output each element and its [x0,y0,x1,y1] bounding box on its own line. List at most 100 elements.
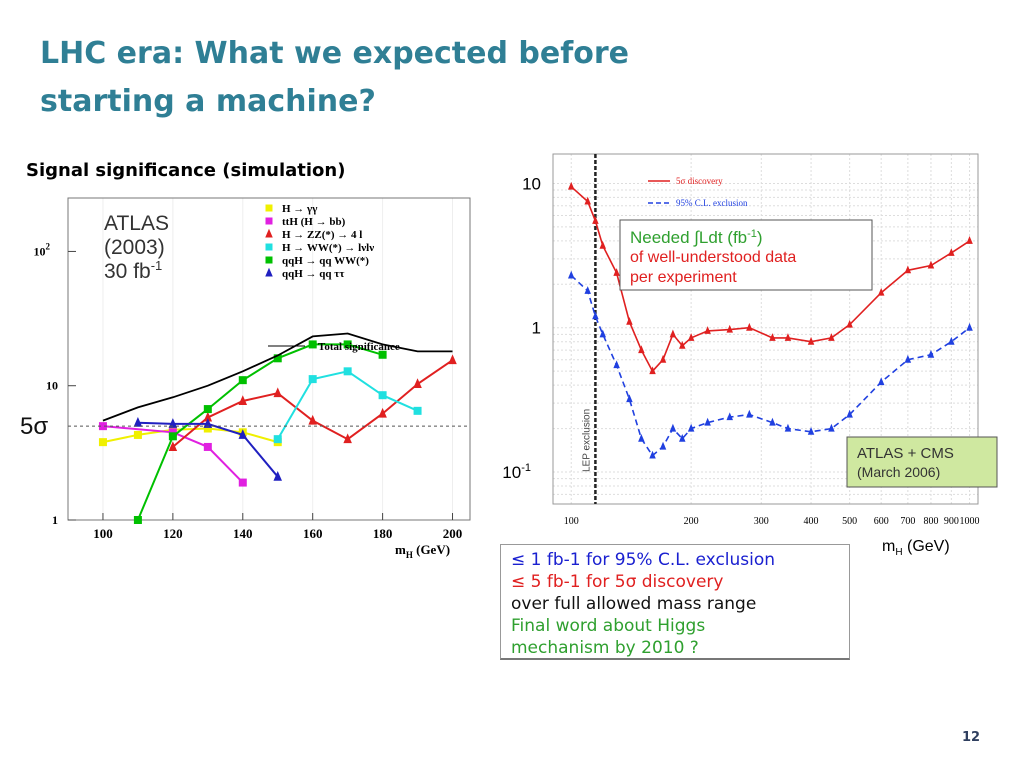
annotation-atlas: ATLAS [104,212,169,235]
right-series-0-point-11 [687,333,695,341]
left-series-4-point-6 [343,340,352,349]
left-chart-xlabel: mH (GeV) [395,542,450,560]
left-series-line-3 [276,370,419,440]
annotation-lumi: 30 fb-1 [104,258,162,283]
left-series-5-point-4 [273,470,283,481]
left-series-4-point-5 [308,340,317,349]
left-series-2-point-7 [413,378,422,388]
right-series-1-point-21 [904,354,912,363]
left-series-1-point-2 [203,442,212,451]
threshold-label: 5σ [20,413,48,440]
right-series-0-point-23 [948,248,955,256]
discovery-luminosity-chart: LEP exclusion 100 200 300 400 500 600 700 800 90… [502,153,998,558]
right-series-1-point-16 [784,423,792,432]
left-series-3-point-3 [378,391,387,400]
summary-line2: ≤ 5 fb-1 for 5σ discovery [511,572,724,592]
right-series-1-point-10 [679,433,686,442]
left-xtick-label-140: 140 [233,526,253,541]
needed-box-line3: per experiment [630,269,737,286]
right-series-0-point-12 [704,326,711,334]
left-series-2-point-8 [448,354,457,365]
right-ytick-label-0: 10 [522,174,541,193]
left-xtick-label-180: 180 [373,526,393,541]
experiment-box-line1: ATLAS + CMS [857,445,954,462]
left-legend-swatch-1 [265,217,273,225]
right-series-0-point-5 [626,316,633,325]
right-series-0-point-10 [679,340,686,349]
needed-box-line1-end: ) [757,228,763,247]
right-series-0-point-7 [649,366,656,375]
needed-box-line1-text: Needed ∫Ldt (fb [630,228,747,247]
right-series-1-point-5 [626,394,633,403]
right-series-0-point-22 [927,260,935,269]
needed-luminosity-box: Needed ∫Ldt (fb-1) of well-understood da… [619,219,873,291]
right-series-1-point-6 [638,433,645,442]
left-xtick-label-120: 120 [163,526,183,541]
left-ytick-label-0: 1 [52,513,58,527]
summary-line5: mechanism by 2010 ? [511,638,699,658]
slide-title: LHC era: What we expected before startin… [40,30,740,126]
right-series-0-point-0 [567,181,575,190]
left-xtick-label-100: 100 [93,526,113,541]
left-series-2-point-0 [168,441,178,451]
right-chart-series [567,181,973,459]
left-series-0-point-0 [98,438,107,447]
left-ytick-label-sup-2: 2 [46,241,51,251]
left-legend-swatch-5 [265,267,273,277]
left-series-4-point-0 [133,516,142,524]
right-xlabel-unit: (GeV) [903,538,950,555]
right-series-1-point-11 [687,423,695,432]
right-series-0-point-19 [846,319,853,328]
right-chart-frame [552,153,979,505]
left-ytick-label-1: 10 [46,379,58,393]
right-series-0-point-8 [659,354,667,363]
left-legend-swatch-2 [265,228,273,238]
right-series-0-point-21 [904,265,912,274]
left-ytick-label-2: 102 [34,241,51,258]
right-series-1-point-13 [726,412,733,421]
right-series-1-point-23 [948,336,955,345]
left-ytick-label-base-2: 10 [34,244,46,258]
left-chart-frame [67,197,471,521]
right-series-1-point-9 [669,423,677,432]
right-xtick-label-900: 900 [944,516,959,527]
right-series-1-point-7 [649,450,656,459]
right-series-1-point-8 [659,441,667,450]
right-xtick-label-600: 600 [874,516,889,527]
left-series-2-point-3 [273,387,283,398]
needed-box-line2: of well-understood data [630,249,796,266]
left-xlabel-unit: (GeV) [413,542,450,557]
right-series-0-point-15 [769,333,776,341]
right-series-0-point-4 [613,268,620,276]
right-series-1-point-15 [769,417,776,426]
right-series-1-point-17 [807,426,815,435]
experiment-box-line2: (March 2006) [857,464,940,480]
right-series-0-point-20 [877,287,885,296]
right-legend-label-0: 5σ discovery [676,176,723,186]
left-series-2-point-2 [238,395,248,405]
slide-title-line2: starting a machine? [40,84,376,119]
right-series-0-point-13 [726,324,733,333]
right-series-0-point-1 [584,196,591,205]
lep-exclusion-label: LEP exclusion [581,409,592,472]
right-ytick-label-sup-2: -1 [521,462,531,474]
right-series-1-point-20 [877,377,885,386]
left-legend-label-4: qqH → qq WW(*) [282,255,369,267]
left-series-5-point-3 [238,429,248,439]
right-xtick-label-200: 200 [684,516,699,527]
left-series-2-point-5 [343,433,352,444]
right-chart-xlabel: mH (GeV) [882,538,950,558]
right-series-0-point-24 [966,236,973,244]
right-series-0-point-14 [746,322,753,331]
right-ytick-label-2: 10-1 [502,462,531,482]
left-legend-swatch-0 [265,204,273,212]
right-chart-lep-band: LEP exclusion [581,154,597,504]
right-series-0-point-2 [592,216,599,224]
left-xtick-label-200: 200 [443,526,463,541]
left-series-5-point-2 [203,418,213,428]
left-series-2-point-6 [378,407,387,418]
summary-line1: ≤ 1 fb-1 for 95% C.L. exclusion [511,550,776,570]
right-ytick-label-base-2: 10 [502,463,521,482]
